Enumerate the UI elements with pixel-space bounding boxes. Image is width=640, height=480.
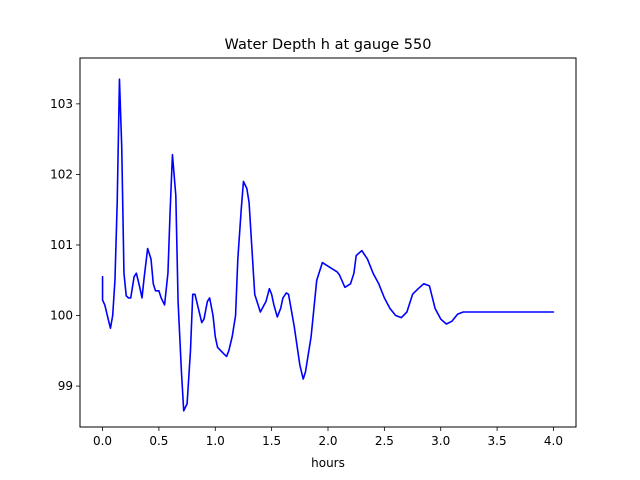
x-tick-label: 1.5 [262, 434, 281, 448]
chart-title: Water Depth h at gauge 550 [225, 37, 432, 53]
y-tick-label: 100 [50, 309, 73, 323]
x-tick-label: 1.0 [206, 434, 225, 448]
x-tick-label: 3.0 [431, 434, 450, 448]
x-tick-label: 2.0 [318, 434, 337, 448]
x-tick-label: 0.5 [149, 434, 168, 448]
plot-area: 0.0 0.5 1.0 1.5 2.0 2.5 3.0 3.5 4.0 99 100 101 102 10… [50, 57, 577, 448]
y-tick-label: 103 [50, 97, 73, 111]
x-axis-label: hours [311, 456, 345, 470]
x-tick-label: 3.5 [488, 434, 507, 448]
x-tick-label: 0.0 [93, 434, 112, 448]
y-tick-label: 101 [50, 238, 73, 252]
y-tick-label: 102 [50, 167, 73, 181]
y-tick-label: 99 [58, 379, 73, 393]
x-tick-label: 4.0 [544, 434, 563, 448]
x-tick-label: 2.5 [375, 434, 394, 448]
series-line-0 [101, 78, 555, 412]
